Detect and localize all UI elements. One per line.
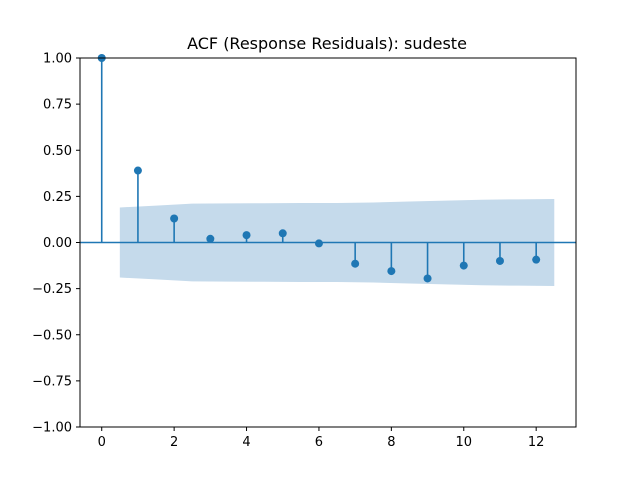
stem-marker-lag-9	[423, 274, 432, 283]
chart-title: ACF (Response Residuals): sudeste	[187, 34, 467, 53]
x-tick-label: 6	[315, 435, 323, 450]
x-tick-label: 4	[242, 435, 250, 450]
stem-marker-lag-5	[278, 229, 287, 238]
stem-layer	[97, 54, 541, 283]
stem-marker-lag-10	[459, 261, 468, 270]
x-tick-label: 2	[170, 435, 178, 450]
x-tick-label: 10	[455, 435, 472, 450]
y-tick-label: −0.25	[32, 282, 72, 297]
stem-marker-lag-6	[314, 239, 323, 248]
stem-marker-lag-3	[206, 234, 215, 243]
stem-marker-lag-12	[532, 255, 541, 264]
x-tick-label: 8	[387, 435, 395, 450]
y-tick-label: −1.00	[32, 421, 72, 436]
y-tick-label: 1.00	[43, 52, 72, 67]
stem-marker-lag-4	[242, 231, 251, 240]
y-tick-label: 0.25	[43, 190, 72, 205]
stem-marker-lag-8	[387, 267, 396, 276]
x-tick-label: 0	[98, 435, 106, 450]
stem-marker-lag-11	[495, 256, 504, 265]
y-tick-label: 0.00	[43, 236, 72, 251]
y-tick-label: 0.50	[43, 144, 72, 159]
y-tick-label: 0.75	[43, 98, 72, 113]
x-tick-label: 12	[528, 435, 545, 450]
stem-marker-lag-7	[351, 259, 360, 268]
stem-marker-lag-1	[133, 166, 142, 175]
y-tick-label: −0.75	[32, 374, 72, 389]
axes-layer: 0 2 4 6 8 10 12 −1.00 −0.75 −0.50 −0.25 0.00 0.25 0.5…	[32, 52, 577, 450]
stem-marker-lag-2	[170, 214, 179, 223]
y-tick-label: −0.50	[32, 328, 72, 343]
